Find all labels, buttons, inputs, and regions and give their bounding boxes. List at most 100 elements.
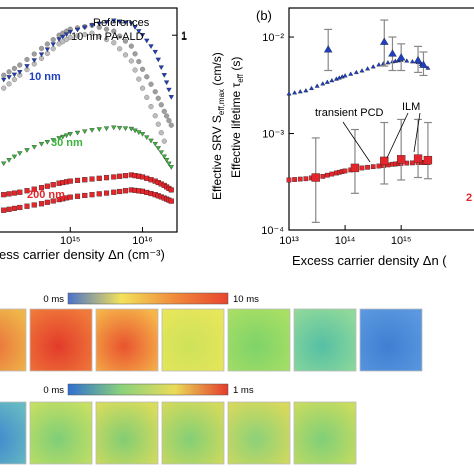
data-point bbox=[286, 177, 292, 183]
data-point bbox=[161, 73, 167, 78]
data-point bbox=[1, 85, 7, 91]
colorbar bbox=[67, 383, 229, 396]
data-point bbox=[24, 56, 30, 63]
data-point bbox=[148, 190, 154, 197]
data-point bbox=[17, 204, 23, 211]
lifetime-map-tile bbox=[161, 308, 225, 372]
data-point bbox=[168, 187, 174, 193]
data-point bbox=[139, 66, 146, 72]
data-point bbox=[1, 161, 7, 167]
y-tick-label: 1 bbox=[181, 30, 187, 42]
data-point bbox=[164, 113, 170, 119]
data-point bbox=[96, 127, 102, 132]
data-point bbox=[1, 77, 7, 83]
data-point bbox=[128, 126, 134, 132]
data-point bbox=[139, 33, 146, 38]
data-point bbox=[67, 34, 73, 40]
data-point bbox=[155, 57, 161, 63]
data-point bbox=[168, 165, 174, 170]
data-point bbox=[31, 145, 37, 150]
data-point bbox=[152, 50, 158, 55]
data-point bbox=[136, 76, 142, 82]
data-point bbox=[168, 198, 174, 204]
data-point bbox=[89, 128, 95, 133]
data-point bbox=[67, 132, 73, 137]
panel-a-ylabel: Effective SRV Seff,max (cm/s) bbox=[210, 52, 226, 200]
data-point bbox=[303, 176, 309, 182]
data-point bbox=[63, 133, 70, 139]
data-point bbox=[122, 52, 129, 58]
lifetime-map-tile bbox=[0, 308, 27, 372]
data-point bbox=[50, 138, 56, 143]
data-point bbox=[38, 185, 45, 191]
data-point bbox=[103, 190, 110, 196]
data-point bbox=[1, 207, 7, 213]
data-point bbox=[161, 154, 167, 160]
data-point bbox=[122, 188, 129, 194]
data-point bbox=[38, 142, 45, 147]
data-point bbox=[297, 176, 303, 182]
svg-text:Effective lifetime τeff (s): Effective lifetime τeff (s) bbox=[229, 57, 245, 178]
data-point bbox=[144, 135, 150, 140]
data-point bbox=[122, 126, 129, 132]
data-point bbox=[329, 78, 335, 83]
data-point bbox=[111, 18, 117, 24]
data-point bbox=[380, 37, 389, 45]
data-point bbox=[111, 28, 117, 34]
data-point bbox=[44, 41, 50, 47]
panel-a-ylabel-sub: eff,max bbox=[217, 89, 226, 115]
data-point bbox=[74, 193, 81, 199]
map-row-top: 0 ms 10 ms bbox=[0, 292, 423, 372]
data-point bbox=[413, 55, 423, 64]
data-point bbox=[158, 150, 164, 155]
data-point bbox=[1, 192, 7, 198]
data-point bbox=[44, 199, 50, 205]
data-point bbox=[17, 151, 23, 156]
data-point bbox=[385, 60, 391, 65]
data-point bbox=[96, 21, 102, 27]
series-1 bbox=[323, 19, 428, 77]
data-point bbox=[144, 38, 150, 44]
series-4 bbox=[1, 172, 174, 198]
data-point bbox=[96, 191, 102, 197]
data-point bbox=[67, 30, 73, 35]
data-point bbox=[60, 34, 66, 40]
map-row-bottom: 0 ms 1 ms bbox=[0, 383, 357, 465]
data-point bbox=[314, 83, 320, 88]
data-point bbox=[116, 19, 123, 25]
colorbar bbox=[67, 292, 229, 305]
data-point bbox=[155, 95, 161, 101]
panel-b-ylabel-unit: (s) bbox=[229, 57, 243, 74]
data-point bbox=[152, 89, 158, 95]
svg-text:Effective SRV Seff,max (cm/s): Effective SRV Seff,max (cm/s) bbox=[210, 52, 226, 200]
colorbar-min-label: 0 ms bbox=[43, 385, 64, 396]
data-point bbox=[324, 79, 330, 84]
data-point bbox=[122, 20, 129, 26]
series-0 bbox=[286, 57, 431, 96]
lifetime-map-tile bbox=[227, 401, 291, 465]
data-point bbox=[1, 72, 7, 78]
data-point bbox=[136, 130, 142, 135]
data-point bbox=[311, 173, 320, 182]
data-point bbox=[38, 52, 45, 57]
y-tick-label: 10⁻⁴ bbox=[261, 225, 284, 237]
panel-b-label-pcd: transient PCD bbox=[315, 107, 384, 119]
data-point bbox=[111, 40, 117, 46]
data-point bbox=[11, 72, 18, 78]
data-point bbox=[56, 136, 62, 141]
data-point bbox=[11, 65, 18, 72]
data-point bbox=[17, 189, 23, 195]
data-point bbox=[74, 177, 81, 183]
series-5 bbox=[1, 187, 174, 213]
data-point bbox=[168, 95, 174, 100]
lifetime-map-tile bbox=[293, 401, 357, 465]
lifetime-map-tile bbox=[95, 401, 159, 465]
data-point bbox=[163, 158, 170, 163]
data-point bbox=[139, 174, 146, 180]
lifetime-map-tile bbox=[29, 401, 93, 465]
data-point bbox=[380, 61, 386, 66]
x-tick-label: 10¹⁶ bbox=[132, 235, 152, 247]
data-point bbox=[132, 25, 138, 30]
panel-a-xlabel: ess carrier density Δn (cm⁻³) bbox=[0, 247, 165, 262]
colorbar-max-label: 10 ms bbox=[233, 294, 259, 305]
